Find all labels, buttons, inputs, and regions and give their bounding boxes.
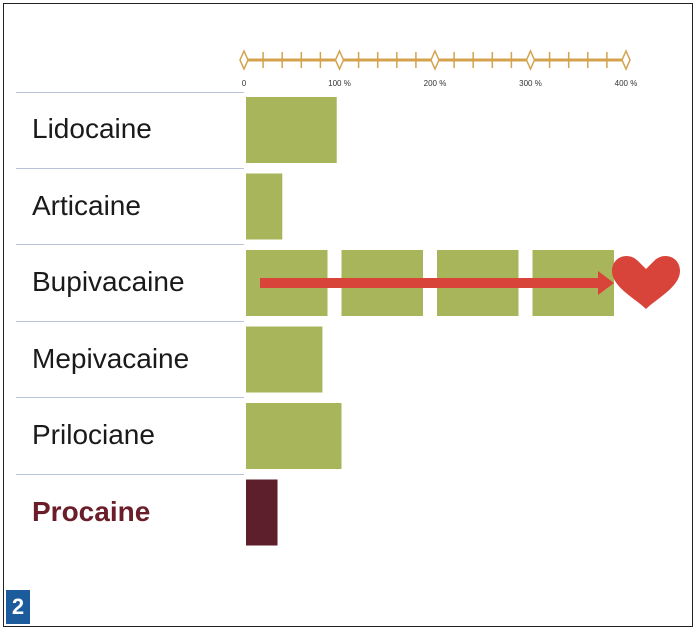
heart-icon [612,256,680,309]
category-label: Bupivacaine [32,266,185,297]
bar [246,173,283,240]
annotation-arrow-head [598,271,614,295]
scale-tick-label: 300 % [519,79,542,88]
category-label: Prilociane [32,419,155,450]
category-label: Mepivacaine [32,342,190,374]
scale-major-tick [525,49,536,71]
scale-major-tick [621,49,631,71]
scale-tick-label: 200 % [424,79,447,88]
scale-major-tick [239,49,249,71]
scale-major-tick [334,49,345,71]
figure-number-badge: 2 [6,590,30,624]
row-separator [16,473,244,475]
row-separator [16,92,244,93]
bar [246,479,278,546]
scale-tick-label: 100 % [328,79,351,88]
bar [246,403,342,469]
scale-tick-label: 400 % [615,79,638,88]
category-label: Articaine [32,189,141,221]
scale-tick-label: 0 [242,79,247,88]
bar [246,326,323,393]
category-label: Procaine [32,495,151,527]
row-separator [16,397,244,398]
scale-major-tick [430,49,440,71]
bar [246,97,337,163]
annotation-arrow-shaft [260,278,600,288]
category-label: Lidocaine [32,113,152,144]
row-separator [16,320,244,322]
row-separator [16,244,244,245]
row-separator [16,167,244,169]
